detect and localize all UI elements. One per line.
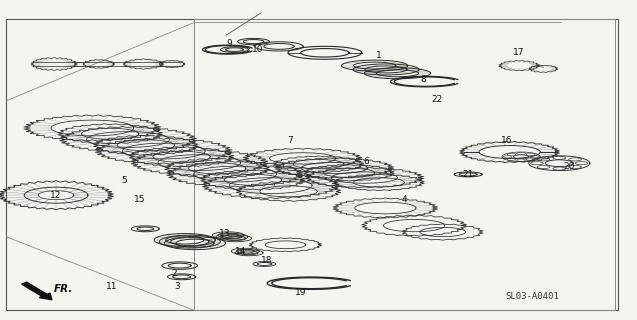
Text: 4: 4 (402, 196, 407, 204)
Text: 15: 15 (134, 196, 146, 204)
Text: 2: 2 (172, 269, 177, 278)
Text: 21: 21 (462, 170, 474, 179)
Text: 7: 7 (287, 136, 293, 145)
Text: 10: 10 (252, 45, 264, 54)
Text: 11: 11 (106, 282, 117, 291)
Text: 9: 9 (226, 39, 233, 48)
Text: 12: 12 (50, 191, 61, 200)
Text: 8: 8 (420, 76, 427, 84)
Text: 6: 6 (363, 157, 369, 166)
Text: 18: 18 (261, 256, 272, 265)
Text: 1: 1 (376, 52, 382, 60)
FancyArrow shape (22, 282, 52, 300)
Text: 5: 5 (121, 176, 127, 185)
Text: 22: 22 (431, 95, 443, 104)
Bar (194, 19, 615, 310)
Text: SL03-A0401: SL03-A0401 (505, 292, 559, 301)
Text: 16: 16 (501, 136, 512, 145)
Text: 17: 17 (513, 48, 525, 57)
Text: FR.: FR. (54, 284, 73, 294)
Text: 20: 20 (563, 162, 575, 171)
Text: 14: 14 (235, 247, 247, 256)
Text: 19: 19 (295, 288, 306, 297)
Text: 13: 13 (218, 229, 230, 238)
Text: 3: 3 (174, 282, 180, 291)
